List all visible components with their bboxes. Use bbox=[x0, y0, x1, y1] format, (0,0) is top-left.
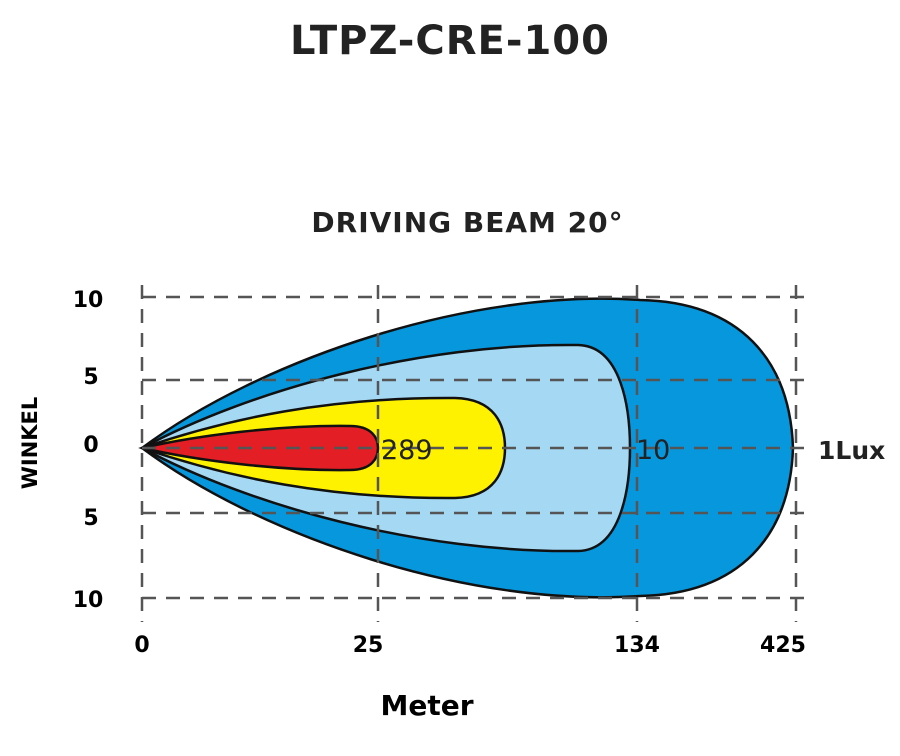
y-tick-0: 0 bbox=[83, 433, 98, 458]
chart-subtitle: DRIVING BEAM 20° bbox=[311, 206, 624, 239]
x-tick-25: 25 bbox=[353, 633, 384, 658]
zone-label-1lux: 1Lux bbox=[818, 436, 885, 465]
grid bbox=[140, 285, 808, 622]
zone-289lux bbox=[141, 424, 380, 472]
chart-title: LTPZ-CRE-100 bbox=[290, 18, 610, 64]
y-axis-label: WINKEL bbox=[18, 397, 42, 490]
zone-label-289: 289 bbox=[381, 435, 433, 466]
y-tick-10-bottom: 10 bbox=[73, 588, 104, 613]
zone-label-10: 10 bbox=[636, 435, 670, 466]
y-tick-5-bottom: 5 bbox=[83, 506, 98, 531]
x-tick-0: 0 bbox=[134, 633, 149, 658]
y-tick-5-top: 5 bbox=[83, 365, 98, 390]
y-tick-10-top: 10 bbox=[73, 288, 104, 313]
x-tick-425: 425 bbox=[760, 633, 806, 658]
x-axis-label: Meter bbox=[380, 689, 473, 722]
x-tick-134: 134 bbox=[614, 633, 660, 658]
